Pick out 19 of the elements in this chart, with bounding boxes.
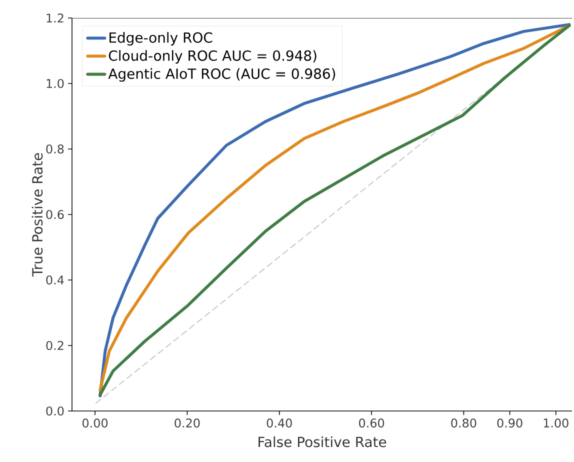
y-tick-label: 0.4 [46, 275, 64, 285]
x-tick-label: 0.40 [266, 418, 292, 428]
x-tick-label: 0.00 [82, 418, 108, 428]
x-tick-label: 1.00 [544, 418, 568, 428]
y-axis-title: True Positive Rate [32, 153, 43, 277]
y-tick-label: 0.0 [46, 406, 64, 416]
legend-label: Agentic AIoT ROC (AUC = 0.986) [108, 68, 336, 82]
x-tick-label: 0.80 [451, 418, 476, 428]
x-axis-title: False Positive Rate [258, 436, 386, 448]
y-tick-label: 1.2 [46, 14, 64, 22]
x-tick-label: 0.90 [497, 418, 522, 428]
x-tick-label: 0.60 [359, 418, 384, 428]
y-tick-label: 0.2 [46, 340, 64, 350]
legend-label: Cloud-only ROC AUC = 0.948) [108, 50, 316, 64]
x-tick-label: 0.20 [174, 418, 200, 428]
y-tick-label: 0.6 [46, 210, 64, 220]
y-tick-label: 1.0 [46, 78, 64, 88]
legend-label: Edge-only ROC [110, 32, 212, 46]
y-tick-label: 0.8 [46, 144, 64, 154]
